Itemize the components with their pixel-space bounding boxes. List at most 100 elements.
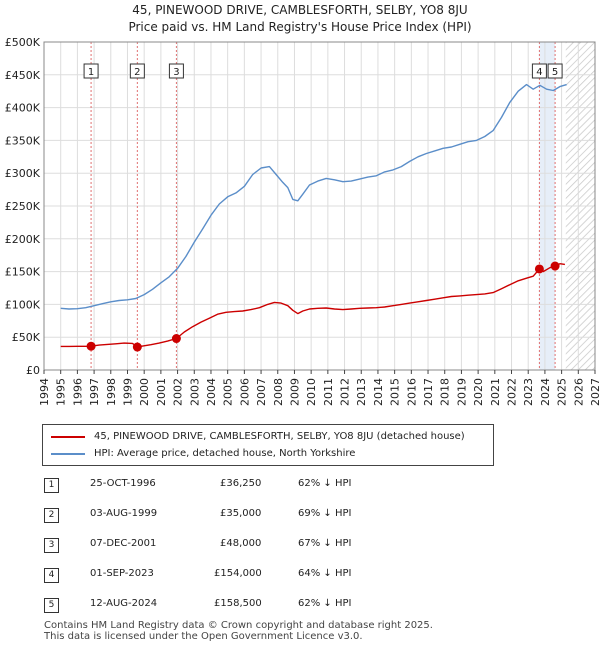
sale-label-3: 3 [173, 67, 179, 78]
sale-hpi-diff: 62% ↓ HPI [298, 598, 352, 609]
plot-frame [43, 41, 596, 371]
sale-point [132, 342, 142, 352]
x-tick-label: 1994 [38, 378, 51, 406]
x-tick-label: 2016 [405, 378, 418, 406]
footer-line-2: This data is licensed under the Open Gov… [44, 631, 363, 642]
series-line-hpi [60, 83, 567, 310]
x-tick-label: 2022 [506, 378, 519, 406]
sale-date: 01-SEP-2023 [90, 568, 154, 579]
y-tick-label: £400K [5, 102, 41, 115]
x-tick-label: 2002 [172, 378, 185, 406]
legend-swatch-hpi [51, 453, 85, 455]
sale-hpi-diff: 69% ↓ HPI [298, 508, 352, 519]
x-tick-label: 2011 [322, 378, 335, 406]
legend: 45, PINEWOOD DRIVE, CAMBLESFORTH, SELBY,… [42, 424, 494, 466]
sale-label-4: 4 [536, 67, 542, 78]
sale-label-1: 1 [88, 67, 94, 78]
sale-date: 25-OCT-1996 [90, 478, 156, 489]
sale-label-box [547, 63, 563, 79]
sale-price: £158,500 [214, 598, 262, 609]
series-lines [60, 83, 567, 348]
x-tick-label: 2025 [556, 378, 569, 406]
table-row: 3 07-DEC-2001 £48,000 67% ↓ HPI [0, 530, 600, 560]
footer-line-1: Contains HM Land Registry data © Crown c… [44, 620, 433, 631]
x-tick-label: 1996 [71, 378, 84, 406]
price-chart: £0 £50K £100K £150K £200K £250K £300K £350K £400… [5, 36, 600, 406]
x-tick-label: 2013 [355, 378, 368, 406]
sale-date: 07-DEC-2001 [90, 538, 157, 549]
sale-point [550, 261, 560, 271]
footer-credits: Contains HM Land Registry data © Crown c… [44, 620, 433, 642]
sale-number-badge: 5 [44, 598, 59, 613]
title-line-1: 45, PINEWOOD DRIVE, CAMBLESFORTH, SELBY,… [132, 3, 468, 17]
sale-hpi-diff: 67% ↓ HPI [298, 538, 352, 549]
sale-hpi-diff: 62% ↓ HPI [298, 478, 352, 489]
sale-markers [90, 42, 556, 370]
y-tick-label: £0 [26, 364, 40, 377]
sale-label-5: 5 [552, 67, 558, 78]
x-tick-label: 2003 [188, 378, 201, 406]
y-tick-label: £450K [5, 69, 41, 82]
x-tick-label: 2005 [222, 378, 235, 406]
x-tick-label: 2001 [155, 378, 168, 406]
x-tick-label: 2004 [205, 378, 218, 406]
sale-price: £154,000 [214, 568, 262, 579]
x-tick-label: 2017 [422, 378, 435, 406]
x-tick-label: 2010 [305, 378, 318, 406]
table-row: 1 25-OCT-1996 £36,250 62% ↓ HPI [0, 470, 600, 500]
sale-price: £48,000 [220, 538, 262, 549]
y-tick-label: £250K [5, 200, 41, 213]
y-axis: £0 £50K £100K £150K £200K £250K £300K £350K £400… [5, 36, 596, 377]
sale-label-box [168, 63, 184, 79]
x-tick-label: 2021 [489, 378, 502, 406]
sale-hpi-diff: 64% ↓ HPI [298, 568, 352, 579]
y-tick-label: £100K [5, 298, 41, 311]
sale-points [86, 261, 560, 352]
sale-label-box [129, 63, 145, 79]
x-tick-label: 2006 [238, 378, 251, 406]
x-tick-label: 2026 [572, 378, 585, 406]
x-tick-label: 2015 [389, 378, 402, 406]
legend-label-hpi: HPI: Average price, detached house, Nort… [94, 448, 356, 459]
y-tick-label: £500K [5, 36, 41, 49]
sale-number-badge: 1 [44, 478, 59, 493]
series-line-property [60, 263, 565, 348]
sale-price: £35,000 [220, 508, 262, 519]
sale-number-badge: 4 [44, 568, 59, 583]
x-tick-label: 2018 [439, 378, 452, 406]
table-row: 2 03-AUG-1999 £35,000 69% ↓ HPI [0, 500, 600, 530]
x-tick-label: 2007 [255, 378, 268, 406]
y-tick-label: £150K [5, 266, 41, 279]
x-axis: 1994 1995 1996 1997 1998 1999 2000 2001 2002 2003… [38, 370, 600, 406]
legend-swatch-property [51, 436, 85, 438]
y-tick-label: £200K [5, 233, 41, 246]
x-tick-label: 2014 [372, 378, 385, 406]
sale-label-box [83, 63, 99, 79]
y-tick-label: £350K [5, 134, 41, 147]
x-tick-label: 2024 [539, 378, 552, 406]
sale-label-box [531, 63, 547, 79]
x-tick-label: 2009 [288, 378, 301, 406]
sale-point [171, 334, 181, 344]
x-tick-label: 2019 [455, 378, 468, 406]
x-tick-label: 2000 [138, 378, 151, 406]
sale-point [534, 264, 544, 274]
sale-number-badge: 3 [44, 538, 59, 553]
sale-point [86, 341, 96, 351]
x-tick-label: 2020 [472, 378, 485, 406]
chart-title: 45, PINEWOOD DRIVE, CAMBLESFORTH, SELBY,… [0, 2, 600, 36]
y-tick-label: £300K [5, 167, 41, 180]
x-tick-label: 2027 [589, 378, 600, 406]
y-tick-label: £50K [12, 331, 41, 344]
x-tick-label: 2008 [272, 378, 285, 406]
table-row: 5 12-AUG-2024 £158,500 62% ↓ HPI [0, 590, 600, 620]
sale-price: £36,250 [220, 478, 262, 489]
sale-date: 12-AUG-2024 [90, 598, 158, 609]
sale-date: 03-AUG-1999 [90, 508, 158, 519]
x-tick-label: 1995 [55, 378, 68, 406]
x-tick-label: 1998 [105, 378, 118, 406]
x-tick-label: 1999 [121, 378, 134, 406]
sale-label-2: 2 [134, 67, 140, 78]
legend-label-property: 45, PINEWOOD DRIVE, CAMBLESFORTH, SELBY,… [94, 431, 465, 442]
